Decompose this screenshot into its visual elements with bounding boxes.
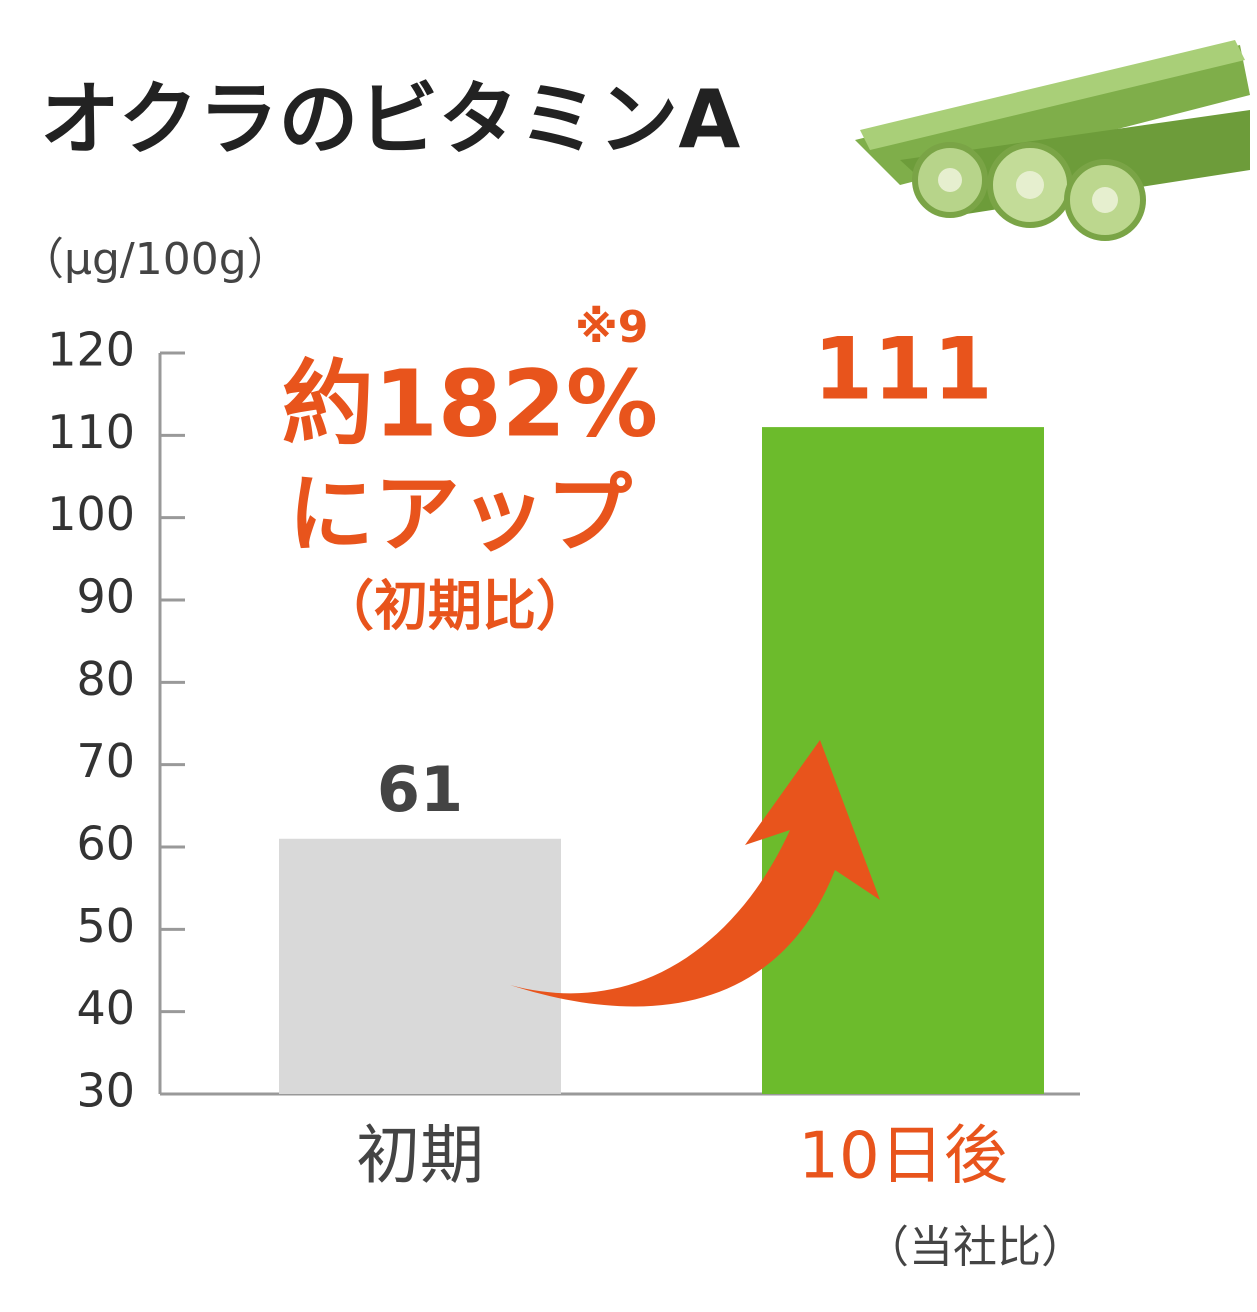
- y-tick-label: 30: [76, 1064, 135, 1118]
- annotation: （初期比）: [320, 575, 590, 638]
- y-tick-label: 120: [47, 323, 135, 377]
- okra-illustration: [855, 40, 1250, 238]
- y-tick-label: 80: [76, 652, 135, 706]
- y-tick-label: 60: [76, 817, 135, 871]
- value-label: 111: [813, 320, 993, 420]
- y-axis-label: （μg/100g）: [20, 234, 291, 285]
- bar: [279, 839, 561, 1094]
- annotation: にアップ: [288, 464, 632, 564]
- x-tick-label: 初期: [356, 1120, 484, 1194]
- annotation: ※9: [575, 302, 648, 353]
- chart: オクラのビタミンA （μg/100g） ※9 約182% にアップ （初期比） …: [0, 0, 1257, 1312]
- footnote: （当社比）: [865, 1222, 1085, 1273]
- value-label: 61: [377, 753, 463, 826]
- y-tick-label: 40: [76, 981, 135, 1035]
- y-tick-label: 70: [76, 734, 135, 788]
- chart-title: オクラのビタミンA: [40, 73, 740, 166]
- y-tick-label: 110: [47, 405, 135, 459]
- annotation: 約182%: [282, 350, 658, 457]
- y-tick-label: 90: [76, 570, 135, 624]
- y-tick-label: 100: [47, 487, 135, 541]
- y-tick-label: 50: [76, 899, 135, 953]
- bar: [762, 427, 1044, 1094]
- x-tick-label: 10日後: [798, 1120, 1007, 1194]
